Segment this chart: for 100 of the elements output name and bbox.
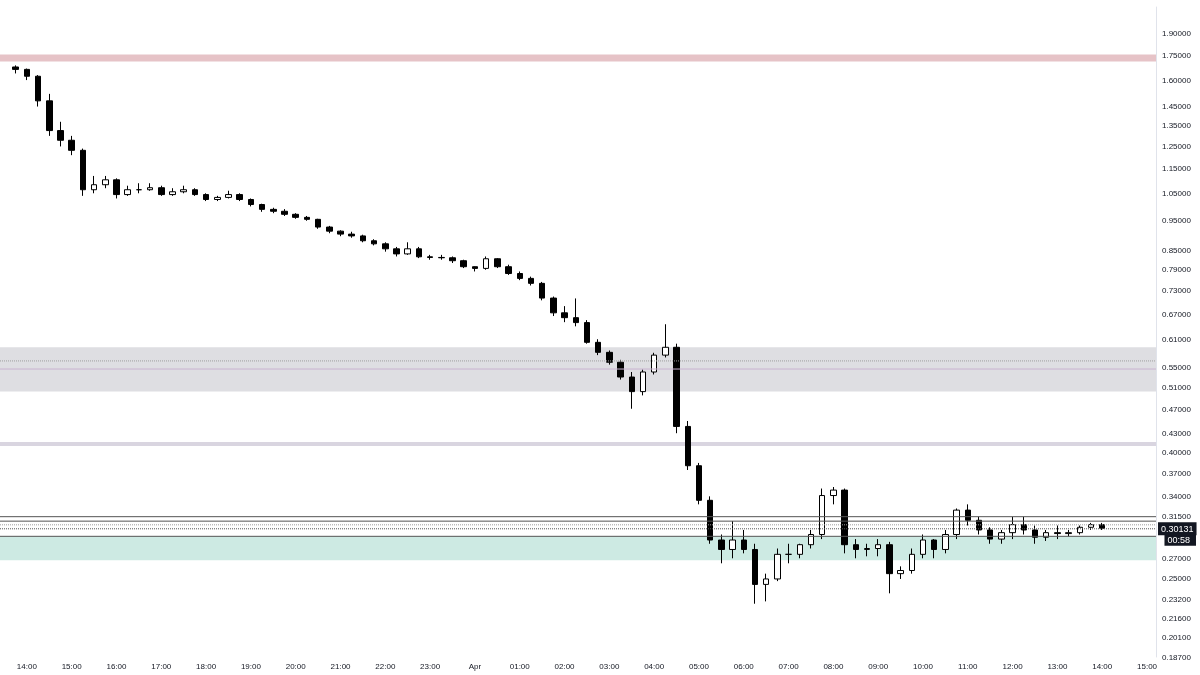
x-tick-label: 05:00 <box>688 661 710 671</box>
candlestick <box>920 533 926 559</box>
x-tick-label: 11:00 <box>958 661 979 671</box>
candlestick <box>80 148 86 197</box>
candlestick <box>561 305 568 323</box>
y-tick-label: 0.25000 <box>1162 574 1192 584</box>
y-tick-label: 1.75000 <box>1162 51 1192 61</box>
candlestick <box>113 177 120 199</box>
candlestick <box>931 538 937 559</box>
candlestick <box>1077 525 1083 535</box>
candlestick <box>942 529 949 554</box>
candlestick <box>46 93 53 137</box>
candlestick <box>595 338 601 356</box>
candlestick <box>539 281 545 301</box>
candlestick <box>841 488 848 554</box>
candlestick <box>729 520 736 559</box>
y-tick-label: 0.95000 <box>1162 215 1192 225</box>
candlestick <box>987 526 993 545</box>
candlestick <box>404 241 411 256</box>
candlestick <box>292 212 299 220</box>
y-tick-label: 1.05000 <box>1162 188 1192 198</box>
x-tick-label: 12:00 <box>1002 661 1024 671</box>
candlestick <box>550 296 557 317</box>
candlestick <box>965 503 971 527</box>
candlestick <box>1032 525 1038 545</box>
candlestick <box>517 270 523 281</box>
candlestick <box>573 297 579 327</box>
candlestick <box>449 255 456 264</box>
candlestick <box>853 538 859 559</box>
y-tick-label: 1.60000 <box>1162 75 1192 85</box>
candlestick <box>304 215 310 222</box>
y-tick-label: 0.23200 <box>1162 594 1192 604</box>
candlestick <box>68 135 75 156</box>
y-tick-label: 0.67000 <box>1162 309 1192 319</box>
candlestick <box>483 255 489 271</box>
candlestick <box>281 208 288 217</box>
candlestick <box>270 207 277 214</box>
candlestick <box>640 369 646 396</box>
candlestick <box>1054 525 1061 540</box>
candlestick <box>337 229 344 237</box>
candlestick <box>158 185 165 197</box>
candlestick <box>830 486 837 505</box>
candlestick <box>1009 516 1016 540</box>
x-tick-label: Apr <box>468 661 482 671</box>
x-tick-label: 01:00 <box>509 661 531 671</box>
x-tick-label: 15:00 <box>61 661 83 671</box>
candlestick <box>416 246 422 259</box>
candlestick <box>808 529 814 550</box>
candlestick <box>472 265 478 272</box>
x-tick-label: 10:00 <box>912 661 934 671</box>
candlestick <box>393 246 400 257</box>
y-tick-label: 0.79000 <box>1162 265 1192 275</box>
x-tick-label: 13:00 <box>1047 661 1068 671</box>
y-tick-label: 1.90000 <box>1162 29 1192 39</box>
y-tick-label: 1.25000 <box>1162 141 1192 151</box>
y-tick-label: 0.85000 <box>1162 245 1192 255</box>
candlestick <box>505 264 512 276</box>
candlestick <box>12 64 19 74</box>
candlestick <box>685 420 691 471</box>
candlestick <box>382 241 389 253</box>
candlestick <box>248 197 254 207</box>
y-tick-label: 0.34000 <box>1162 491 1192 501</box>
candlestick <box>662 323 669 358</box>
y-tick-label: 0.27000 <box>1162 553 1192 563</box>
candlestick <box>438 254 445 261</box>
x-tick-label: 15:00 <box>1137 661 1158 671</box>
candlestick <box>427 254 433 261</box>
candlestick <box>102 175 109 189</box>
x-tick-label: 09:00 <box>868 661 889 671</box>
y-tick-label: 0.40000 <box>1162 448 1192 458</box>
y-tick-label: 0.55000 <box>1162 362 1192 372</box>
x-tick-label: 14:00 <box>16 661 38 671</box>
candlestick <box>360 234 366 243</box>
candlestick <box>136 182 142 194</box>
candlestick <box>214 195 221 202</box>
candlestick <box>147 182 153 192</box>
candlestick <box>169 187 176 197</box>
x-tick-label: 22:00 <box>375 661 396 671</box>
x-tick-label: 14:00 <box>1092 661 1113 671</box>
candlestick <box>326 225 333 234</box>
candlestick <box>91 175 97 194</box>
y-tick-label: 0.73000 <box>1162 286 1192 296</box>
y-tick-label: 0.18700 <box>1162 652 1192 662</box>
candlestick <box>124 185 131 197</box>
y-tick-label: 0.51000 <box>1162 382 1192 392</box>
candlestick <box>864 543 870 557</box>
x-tick-label: 21:00 <box>330 661 352 671</box>
candlestick <box>348 231 355 239</box>
x-tick-label: 20:00 <box>285 661 307 671</box>
y-tick-label: 1.15000 <box>1162 164 1192 174</box>
y-tick-label: 1.45000 <box>1162 102 1192 112</box>
candlestick <box>673 343 680 434</box>
candlestick <box>35 74 41 108</box>
x-tick-label: 04:00 <box>644 661 665 671</box>
y-tick-label: 0.43000 <box>1162 428 1192 438</box>
y-tick-label: 0.21600 <box>1162 613 1192 623</box>
candlestick <box>763 573 769 602</box>
candlestick <box>797 543 803 559</box>
candlestick <box>1099 522 1105 531</box>
candlestick <box>259 203 265 213</box>
